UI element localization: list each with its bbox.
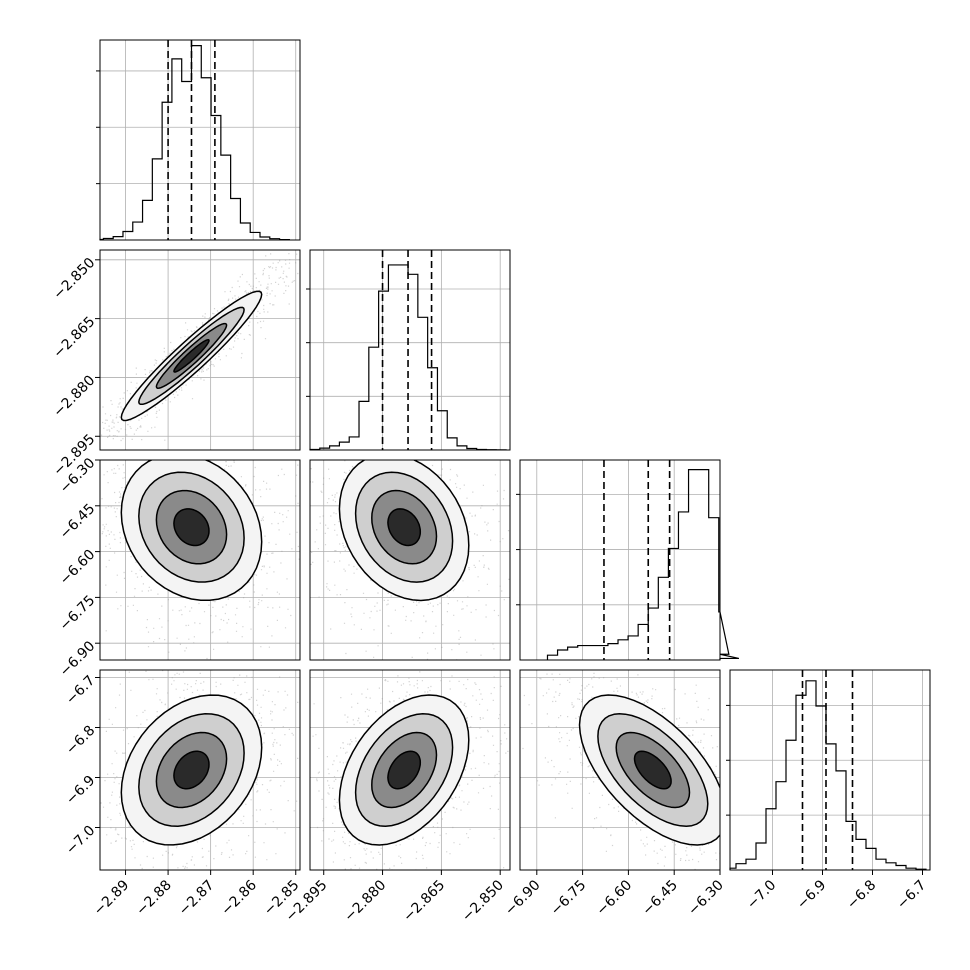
y-tick-label: −6.9: [63, 773, 98, 808]
contour-1-sigma: [615, 731, 691, 809]
x-tick-label: −6.60: [594, 877, 636, 919]
contour-1.5-sigma: [354, 713, 454, 827]
histogram-steps: [729, 680, 927, 870]
contour-0.5-sigma: [173, 750, 210, 790]
contour-1.5-sigma: [354, 471, 454, 583]
axes-frame: [99, 249, 301, 451]
contour-2-sigma: [578, 694, 720, 846]
scatter-panel-2-1: [309, 459, 511, 661]
scatter-points: [522, 672, 720, 870]
x-tick-label: −6.75: [548, 877, 590, 919]
contour-0.5-sigma: [387, 508, 422, 547]
x-tick-label: −6.9: [794, 877, 829, 912]
axes-frame: [309, 669, 511, 871]
x-tick-label: −6.90: [502, 877, 544, 919]
contour-0.5-sigma: [173, 338, 210, 373]
density-region-0: [387, 751, 421, 789]
contour-1-sigma: [371, 489, 438, 565]
x-tick-label: −6.8: [844, 877, 879, 912]
axes-frame: [519, 459, 721, 661]
contour-0.5-sigma: [173, 508, 210, 547]
x-tick-label: −2.865: [400, 877, 448, 925]
contour-1-sigma: [155, 489, 228, 565]
contour-1-sigma: [371, 731, 438, 809]
scatter-panel-3-2: [519, 669, 721, 871]
contour-1.5-sigma: [597, 713, 709, 827]
y-tick-label: −6.90: [57, 638, 99, 680]
contour-1.5-sigma: [138, 306, 245, 406]
histogram-panel-2: [516, 459, 740, 661]
contour-1.5-sigma: [138, 713, 245, 827]
contour-0.5-sigma: [633, 750, 672, 790]
contour-2-sigma: [338, 460, 470, 602]
x-tick-label: −6.7: [894, 877, 929, 912]
y-tick-label: −2.865: [50, 314, 98, 362]
x-tick-label: −7.0: [744, 877, 779, 912]
y-tick-label: −2.880: [50, 373, 98, 421]
histogram-steps: [99, 45, 290, 241]
contour-1.5-sigma: [138, 471, 245, 583]
scatter-panel-3-1: [309, 669, 511, 871]
density-region-0: [387, 508, 421, 546]
density-region-0: [634, 751, 672, 789]
y-tick-label: −6.75: [57, 592, 99, 634]
axes-frame: [309, 459, 511, 661]
density-region-0: [173, 339, 209, 372]
axes-frame: [309, 249, 511, 451]
x-tick-label: −6.45: [639, 877, 681, 919]
x-tick-label: −2.850: [459, 877, 507, 925]
axes-frame: [99, 459, 301, 661]
contour-1-sigma: [155, 731, 228, 809]
contour-2-sigma: [120, 460, 263, 602]
histogram-panel-3: [726, 669, 931, 871]
x-tick-label: −2.89: [91, 877, 133, 919]
x-tick-label: −2.880: [341, 877, 389, 925]
axes-frame: [99, 39, 301, 241]
scatter-panel-1-0: [99, 249, 301, 451]
histogram-steps: [309, 264, 507, 451]
axes-frame: [729, 669, 931, 871]
y-tick-label: −7.0: [63, 823, 98, 858]
contour-2-sigma: [120, 694, 263, 846]
y-tick-label: −2.850: [50, 255, 98, 303]
axes-frame: [519, 669, 721, 871]
x-tick-label: −2.87: [176, 877, 218, 919]
contour-1-sigma: [155, 322, 228, 389]
contour-2-sigma: [338, 694, 470, 846]
histogram-steps: [546, 469, 740, 660]
histogram-panel-1: [306, 249, 511, 451]
y-tick-label: −6.45: [57, 501, 99, 543]
contour-0.5-sigma: [387, 750, 422, 790]
y-tick-label: −6.60: [57, 547, 99, 589]
x-tick-label: −2.88: [133, 877, 175, 919]
y-tick-label: −6.8: [63, 723, 98, 758]
density-region-0: [173, 508, 209, 546]
scatter-panel-3-0: [99, 669, 301, 871]
x-tick-label: −6.30: [685, 877, 727, 919]
contour-2-sigma: [120, 290, 263, 422]
x-tick-label: −2.86: [218, 877, 260, 919]
histogram-panel-0: [96, 39, 301, 241]
axes-frame: [99, 669, 301, 871]
density-region-0: [173, 751, 209, 789]
scatter-panel-2-0: [99, 459, 301, 661]
